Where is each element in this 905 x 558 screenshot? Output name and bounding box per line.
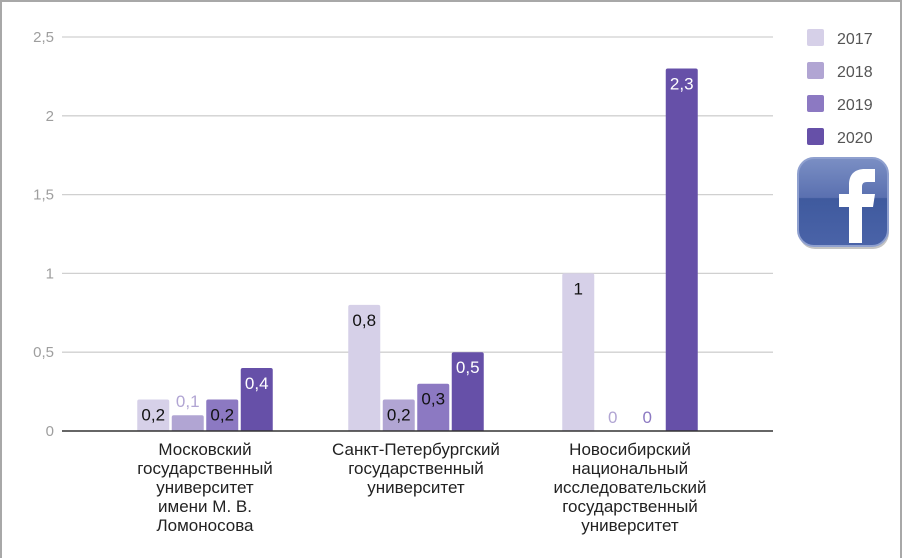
bar-value-label: 0	[608, 408, 617, 427]
legend-swatch	[807, 62, 824, 79]
y-tick-label: 1,5	[33, 187, 54, 204]
legend: 2017 2018 2019 2020	[807, 29, 873, 147]
bar-value-label: 0	[643, 408, 652, 427]
category-label-line: национальный	[572, 459, 688, 478]
legend-label: 2020	[837, 130, 873, 147]
legend-label: 2017	[837, 31, 873, 48]
legend-swatch	[807, 128, 824, 145]
category-label: Новосибирский национальный исследовательск…	[554, 440, 707, 535]
category-label-line: государственный	[137, 459, 273, 478]
category-label-line: университет	[156, 478, 254, 497]
category-label-line: исследовательский	[554, 478, 707, 497]
bar-value-label: 0,2	[387, 405, 411, 424]
legend-item-2017[interactable]: 2017	[807, 29, 873, 48]
y-tick-label: 1	[46, 265, 54, 282]
category-label-line: Московский	[158, 440, 251, 459]
bars	[137, 68, 698, 432]
bar-2018[interactable]	[382, 399, 415, 431]
category-label-line: государственный	[348, 459, 484, 478]
category-label-line: Новосибирский	[569, 440, 691, 459]
bar-value-label: 2,3	[670, 75, 694, 94]
y-tick-label: 2,5	[33, 29, 54, 46]
category-labels: Московский государственный университет имен…	[137, 440, 706, 535]
legend-swatch	[807, 29, 824, 46]
legend-item-2018[interactable]: 2018	[807, 62, 873, 81]
gridlines	[62, 36, 773, 353]
facebook-icon[interactable]	[797, 157, 891, 251]
y-tick-label: 0	[46, 423, 54, 440]
bar-value-label: 0,3	[421, 390, 445, 409]
legend-label: 2019	[837, 97, 873, 114]
category-label-line: государственный	[562, 497, 698, 516]
category-label-line: Санкт-Петербургский	[332, 440, 500, 459]
bar-value-label: 0,4	[245, 374, 269, 393]
bar-2020[interactable]	[451, 352, 484, 431]
y-tick-label: 0,5	[33, 344, 54, 361]
legend-item-2019[interactable]: 2019	[807, 95, 873, 114]
category-label-line: университет	[367, 478, 465, 497]
y-axis-ticks: 0 0,5 1 1,5 2 2,5	[33, 29, 54, 440]
bar-value-label: 0,2	[141, 405, 165, 424]
bar-labels: 0,2 0,1 0,2 0,4 0,8 0,2 0,3 0,5 1 0 0 2,3	[141, 75, 693, 427]
legend-swatch	[807, 95, 824, 112]
legend-label: 2018	[837, 64, 873, 81]
bar-2019[interactable]	[206, 399, 239, 431]
category-label: Санкт-Петербургский государственный универ…	[332, 440, 500, 497]
category-label: Московский государственный университет имен…	[137, 440, 273, 535]
category-label-line: Ломоносова	[156, 516, 254, 535]
category-label-line: университет	[581, 516, 679, 535]
bar-value-label: 0,2	[210, 405, 234, 424]
bar-2017[interactable]	[348, 304, 381, 431]
bar-value-label: 0,5	[456, 358, 480, 377]
bar-2017[interactable]	[562, 273, 595, 431]
bar-value-label: 0,8	[352, 311, 376, 330]
bar-2019[interactable]	[417, 383, 450, 431]
legend-item-2020[interactable]: 2020	[807, 128, 873, 147]
bar-value-label: 1	[574, 279, 583, 298]
bar-2020[interactable]	[665, 68, 698, 432]
bar-value-label: 0,1	[176, 392, 200, 411]
bar-2017[interactable]	[137, 399, 170, 431]
category-label-line: имени М. В.	[158, 497, 252, 516]
y-tick-label: 2	[46, 108, 54, 125]
bar-2018[interactable]	[171, 415, 204, 431]
bar-2020[interactable]	[240, 367, 273, 431]
